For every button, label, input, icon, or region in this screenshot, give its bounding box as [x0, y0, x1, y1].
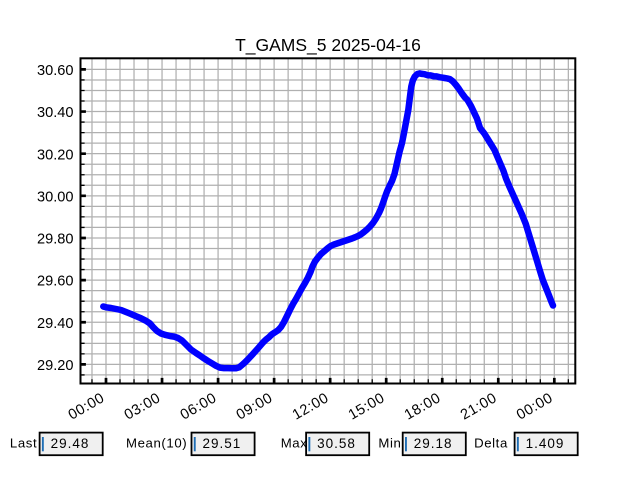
svg-text:29.20: 29.20	[37, 358, 74, 374]
svg-text:Last: Last	[10, 435, 37, 450]
svg-text:Mean(10): Mean(10)	[126, 435, 187, 450]
svg-text:Delta: Delta	[474, 435, 508, 450]
svg-text:29.60: 29.60	[37, 274, 74, 290]
svg-text:Max: Max	[281, 435, 308, 450]
svg-text:30.60: 30.60	[37, 63, 74, 79]
svg-text:29.40: 29.40	[37, 316, 74, 332]
svg-text:29.80: 29.80	[37, 232, 74, 248]
svg-text:29.48: 29.48	[51, 436, 90, 451]
svg-text:30.58: 30.58	[317, 436, 356, 451]
svg-text:29.18: 29.18	[414, 436, 453, 451]
svg-text:1.409: 1.409	[526, 436, 565, 451]
svg-text:30.40: 30.40	[37, 105, 74, 121]
svg-text:T_GAMS_5 2025-04-16: T_GAMS_5 2025-04-16	[235, 35, 421, 56]
svg-text:30.00: 30.00	[37, 189, 74, 205]
svg-text:Min: Min	[378, 435, 401, 450]
svg-text:30.20: 30.20	[37, 147, 74, 163]
svg-text:29.51: 29.51	[203, 436, 242, 451]
